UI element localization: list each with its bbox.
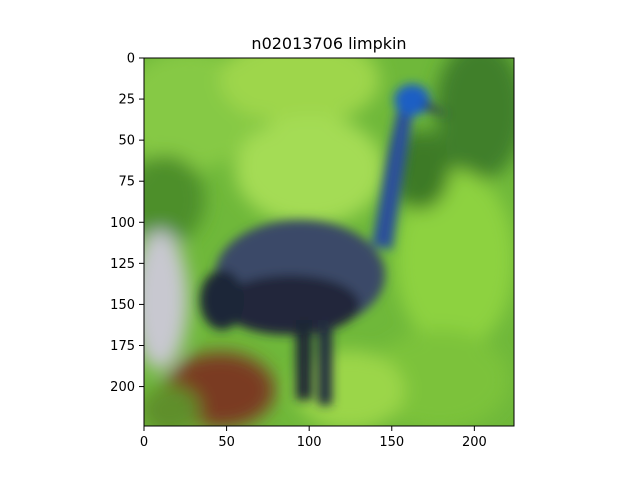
bird-leg-left: [296, 320, 312, 400]
y-tick-label: 50: [118, 134, 135, 149]
foliage-right: [395, 170, 514, 350]
pale-ground: [144, 230, 188, 370]
x-tick-label: 100: [297, 435, 322, 450]
y-tick-label: 25: [118, 93, 135, 108]
y-tick-label: 150: [110, 298, 135, 313]
x-axis: 0 50 100 150 200: [140, 426, 487, 450]
foliage-mid-left: [144, 155, 205, 245]
x-tick-label: 50: [218, 435, 235, 450]
x-tick-label: 200: [462, 435, 487, 450]
bird-beak: [424, 100, 450, 116]
bird-neck: [372, 100, 414, 250]
bird-head: [394, 84, 430, 116]
y-tick-label: 75: [118, 175, 135, 190]
foliage-top-right: [435, 58, 514, 180]
y-axis: 0 25 50 75 100 125 150 175 200: [110, 52, 144, 395]
axes-frame: [143, 57, 515, 427]
y-tick-label: 200: [110, 380, 135, 395]
x-tick-label: 150: [379, 435, 404, 450]
y-tick-label: 125: [110, 257, 135, 272]
bird-tail: [200, 270, 244, 330]
ground-bottom-left: [144, 385, 200, 426]
foliage-bottom-right: [370, 330, 510, 426]
limpkin-image: [144, 58, 514, 426]
chart-title: n02013706 limpkin: [251, 34, 406, 53]
foliage-center: [235, 115, 385, 225]
x-tick-label: 0: [140, 435, 148, 450]
y-tick-label: 0: [127, 52, 135, 67]
y-tick-label: 100: [110, 216, 135, 231]
foliage-top-center: [220, 58, 380, 125]
bird-leg-right: [318, 320, 332, 405]
y-tick-label: 175: [110, 339, 135, 354]
